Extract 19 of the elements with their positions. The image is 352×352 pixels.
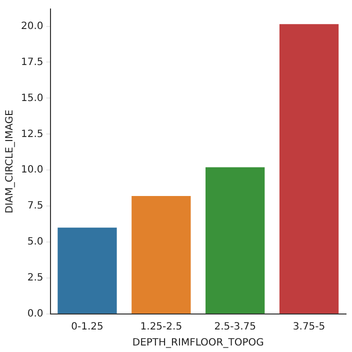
x-tick-label: 1.25-2.5 <box>140 322 182 333</box>
y-tick-label: 17.5 <box>21 56 44 68</box>
y-tick-label: 10.0 <box>21 164 44 176</box>
bar <box>279 24 339 314</box>
x-tick-label: 3.75-5 <box>292 322 326 333</box>
y-tick-label: 0.0 <box>27 308 44 320</box>
bar <box>58 228 117 314</box>
y-tick-label: 2.5 <box>27 272 44 284</box>
bar <box>206 167 265 314</box>
x-axis-title: DEPTH_RIMFLOOR_TOPOG <box>132 338 264 349</box>
x-tick-label: 0-1.25 <box>71 322 104 333</box>
y-tick-label: 12.5 <box>21 128 44 140</box>
y-tick-label: 15.0 <box>21 92 44 104</box>
y-tick-label: 20.0 <box>21 20 44 32</box>
y-tick-label: 5.0 <box>27 236 44 248</box>
x-tick-label: 2.5-3.75 <box>214 322 256 333</box>
y-axis-title: DIAM_CIRCLE_IMAGE <box>4 110 16 214</box>
y-tick-label: 7.5 <box>27 200 44 212</box>
bar <box>132 196 191 314</box>
